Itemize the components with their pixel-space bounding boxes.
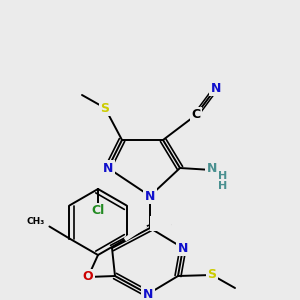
Text: S: S (208, 268, 217, 281)
Text: H: H (218, 181, 228, 191)
Text: CH₃: CH₃ (153, 218, 172, 229)
Text: N: N (211, 82, 221, 94)
Text: N: N (103, 161, 113, 175)
Text: S: S (100, 101, 109, 115)
Text: N: N (143, 287, 153, 300)
Text: CH₃: CH₃ (26, 217, 44, 226)
Text: H: H (218, 171, 228, 181)
Text: O: O (83, 271, 93, 284)
Text: N: N (207, 161, 217, 175)
Text: N: N (178, 242, 188, 254)
Text: Cl: Cl (92, 205, 105, 218)
Text: N: N (145, 190, 155, 202)
Text: C: C (191, 109, 201, 122)
